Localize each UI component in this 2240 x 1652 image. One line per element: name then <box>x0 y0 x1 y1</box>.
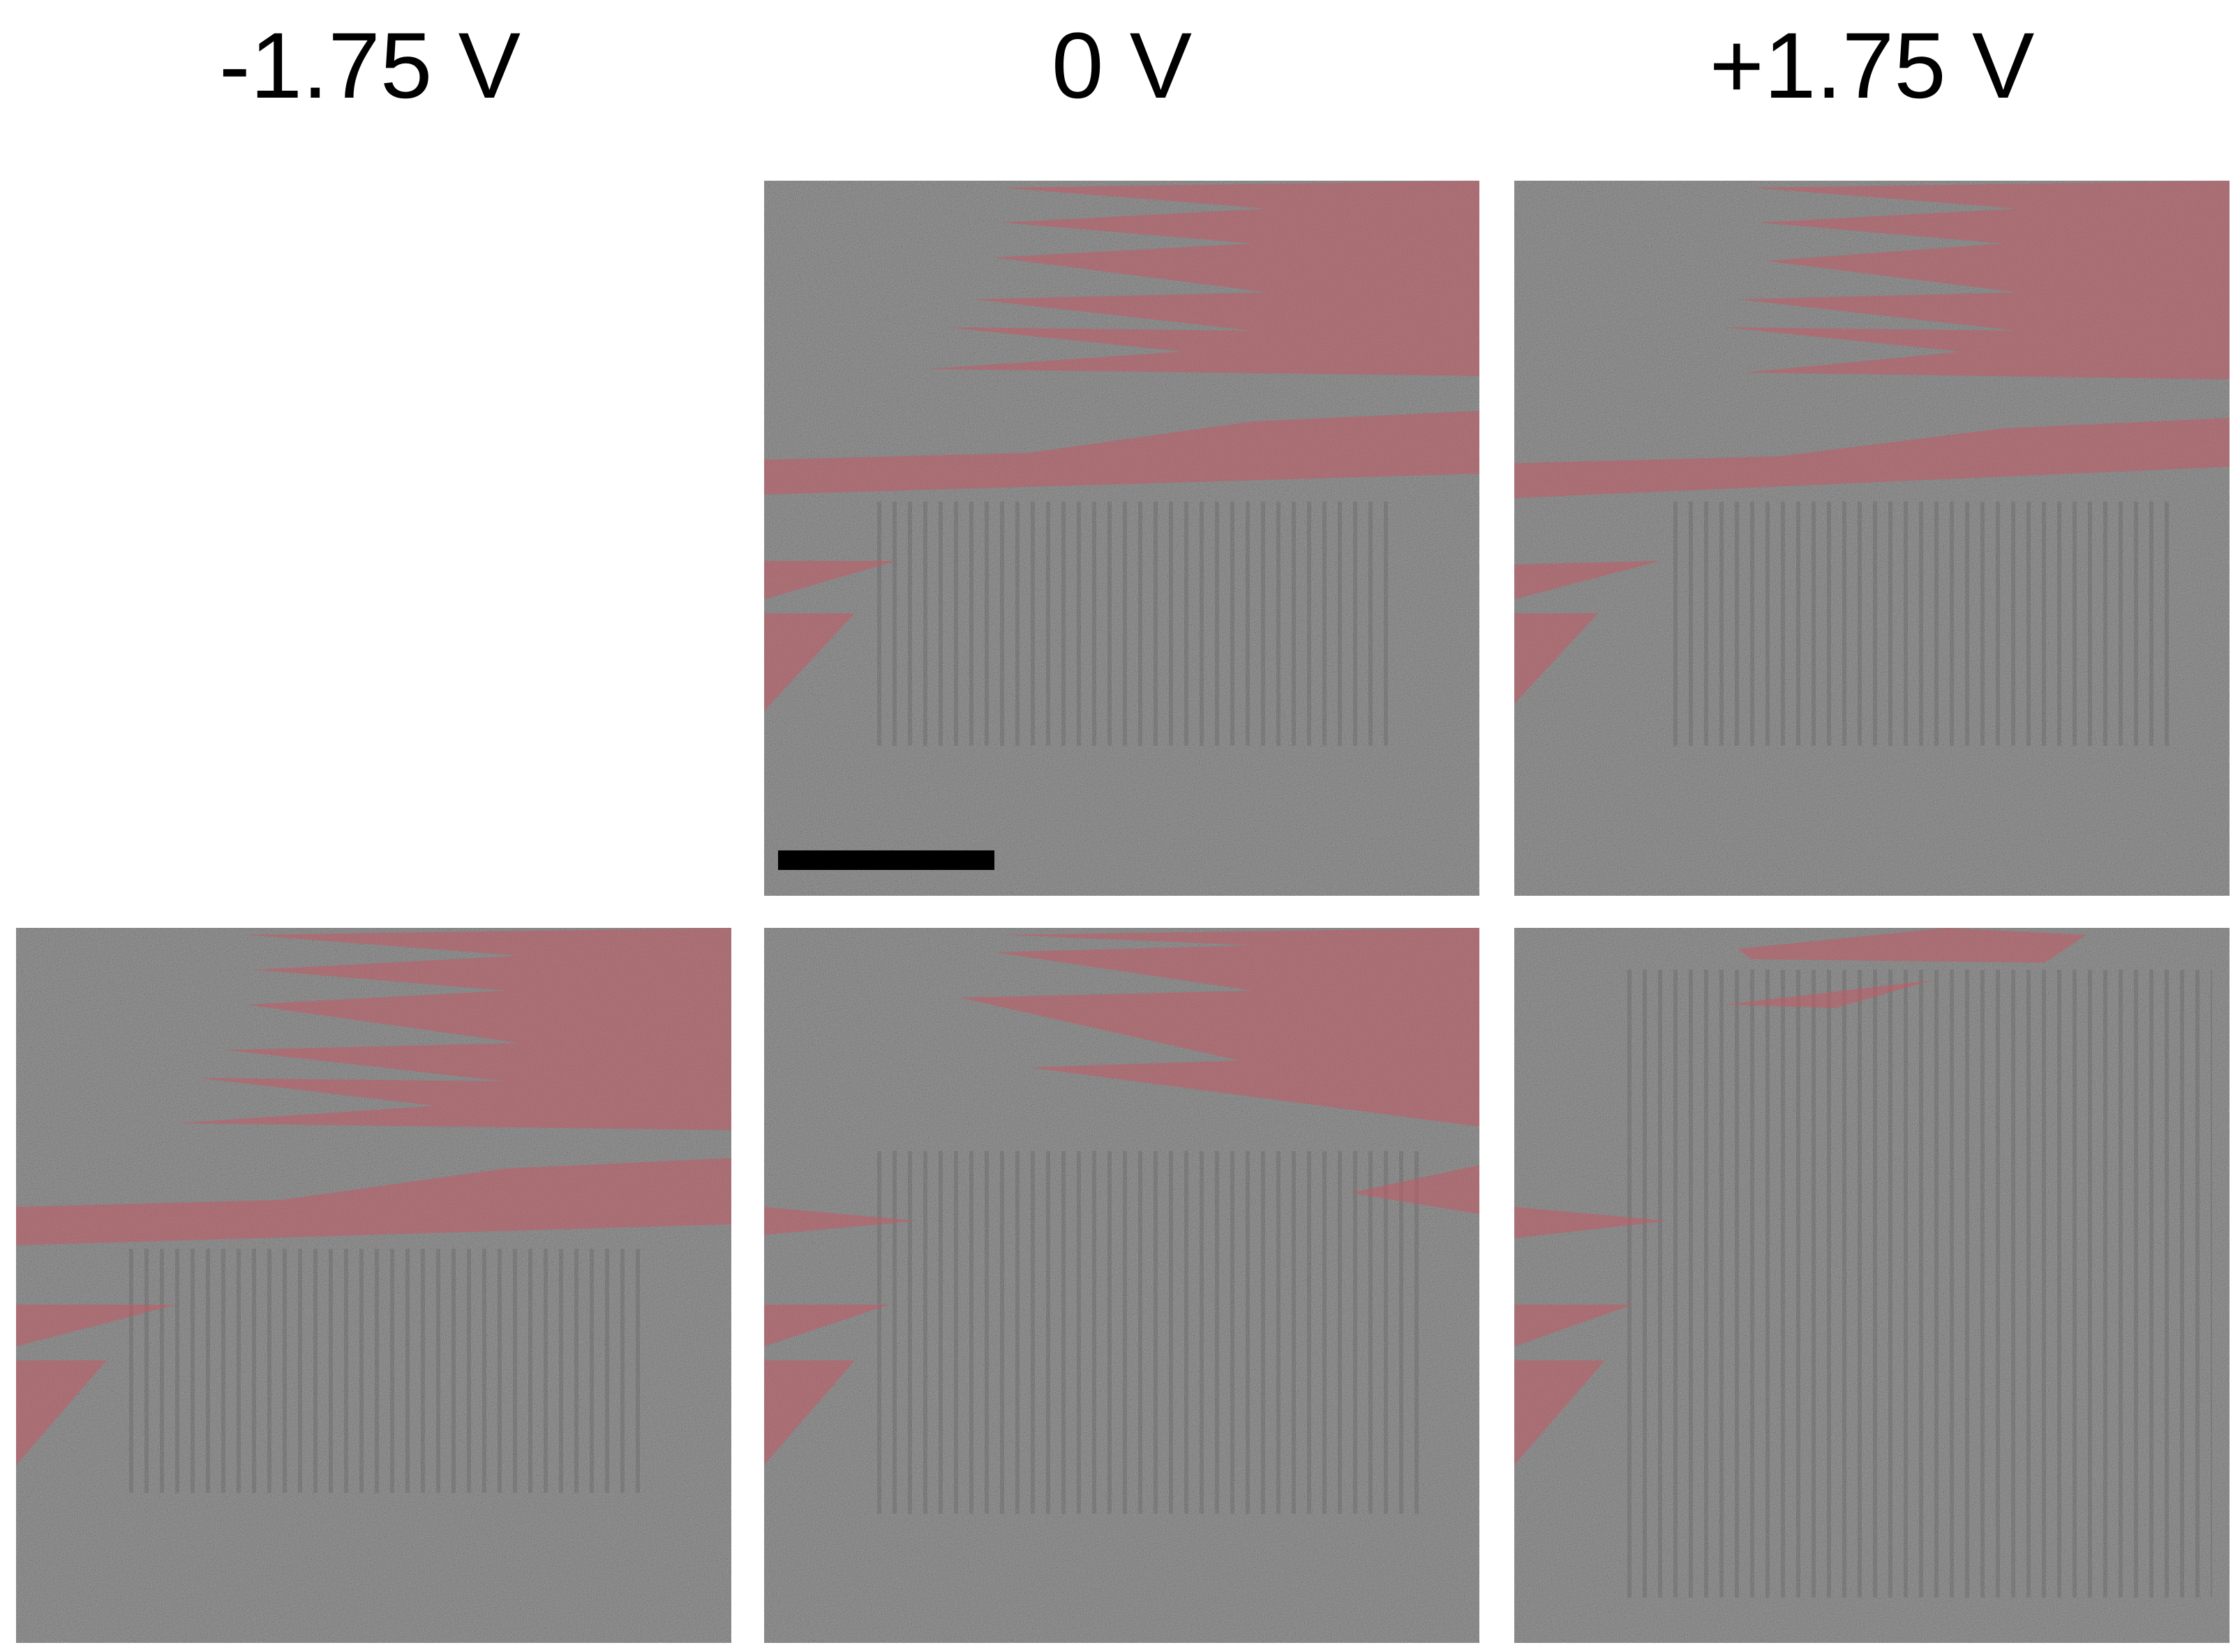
micrograph-panel-row1-positive-volts <box>1514 181 2230 896</box>
micrograph-panel-row2-positive-volts <box>1514 928 2230 1643</box>
domain-region <box>1514 928 2086 1465</box>
domain-region <box>764 181 1479 711</box>
column-label-zero-voltage: 0 V <box>1051 14 1193 118</box>
micrograph-panel-row2-zero-volts <box>764 928 1479 1643</box>
micrograph-panel-row1-zero-volts <box>764 181 1479 896</box>
scale-bar <box>778 850 994 870</box>
column-label-positive-voltage: +1.75 V <box>1709 14 2035 118</box>
domain-region <box>16 928 731 1465</box>
domain-region <box>764 928 1479 1465</box>
micrograph-panel-row2-negative-volts <box>16 928 731 1643</box>
domain-region <box>1514 181 2230 704</box>
column-label-negative-voltage: -1.75 V <box>218 14 521 118</box>
